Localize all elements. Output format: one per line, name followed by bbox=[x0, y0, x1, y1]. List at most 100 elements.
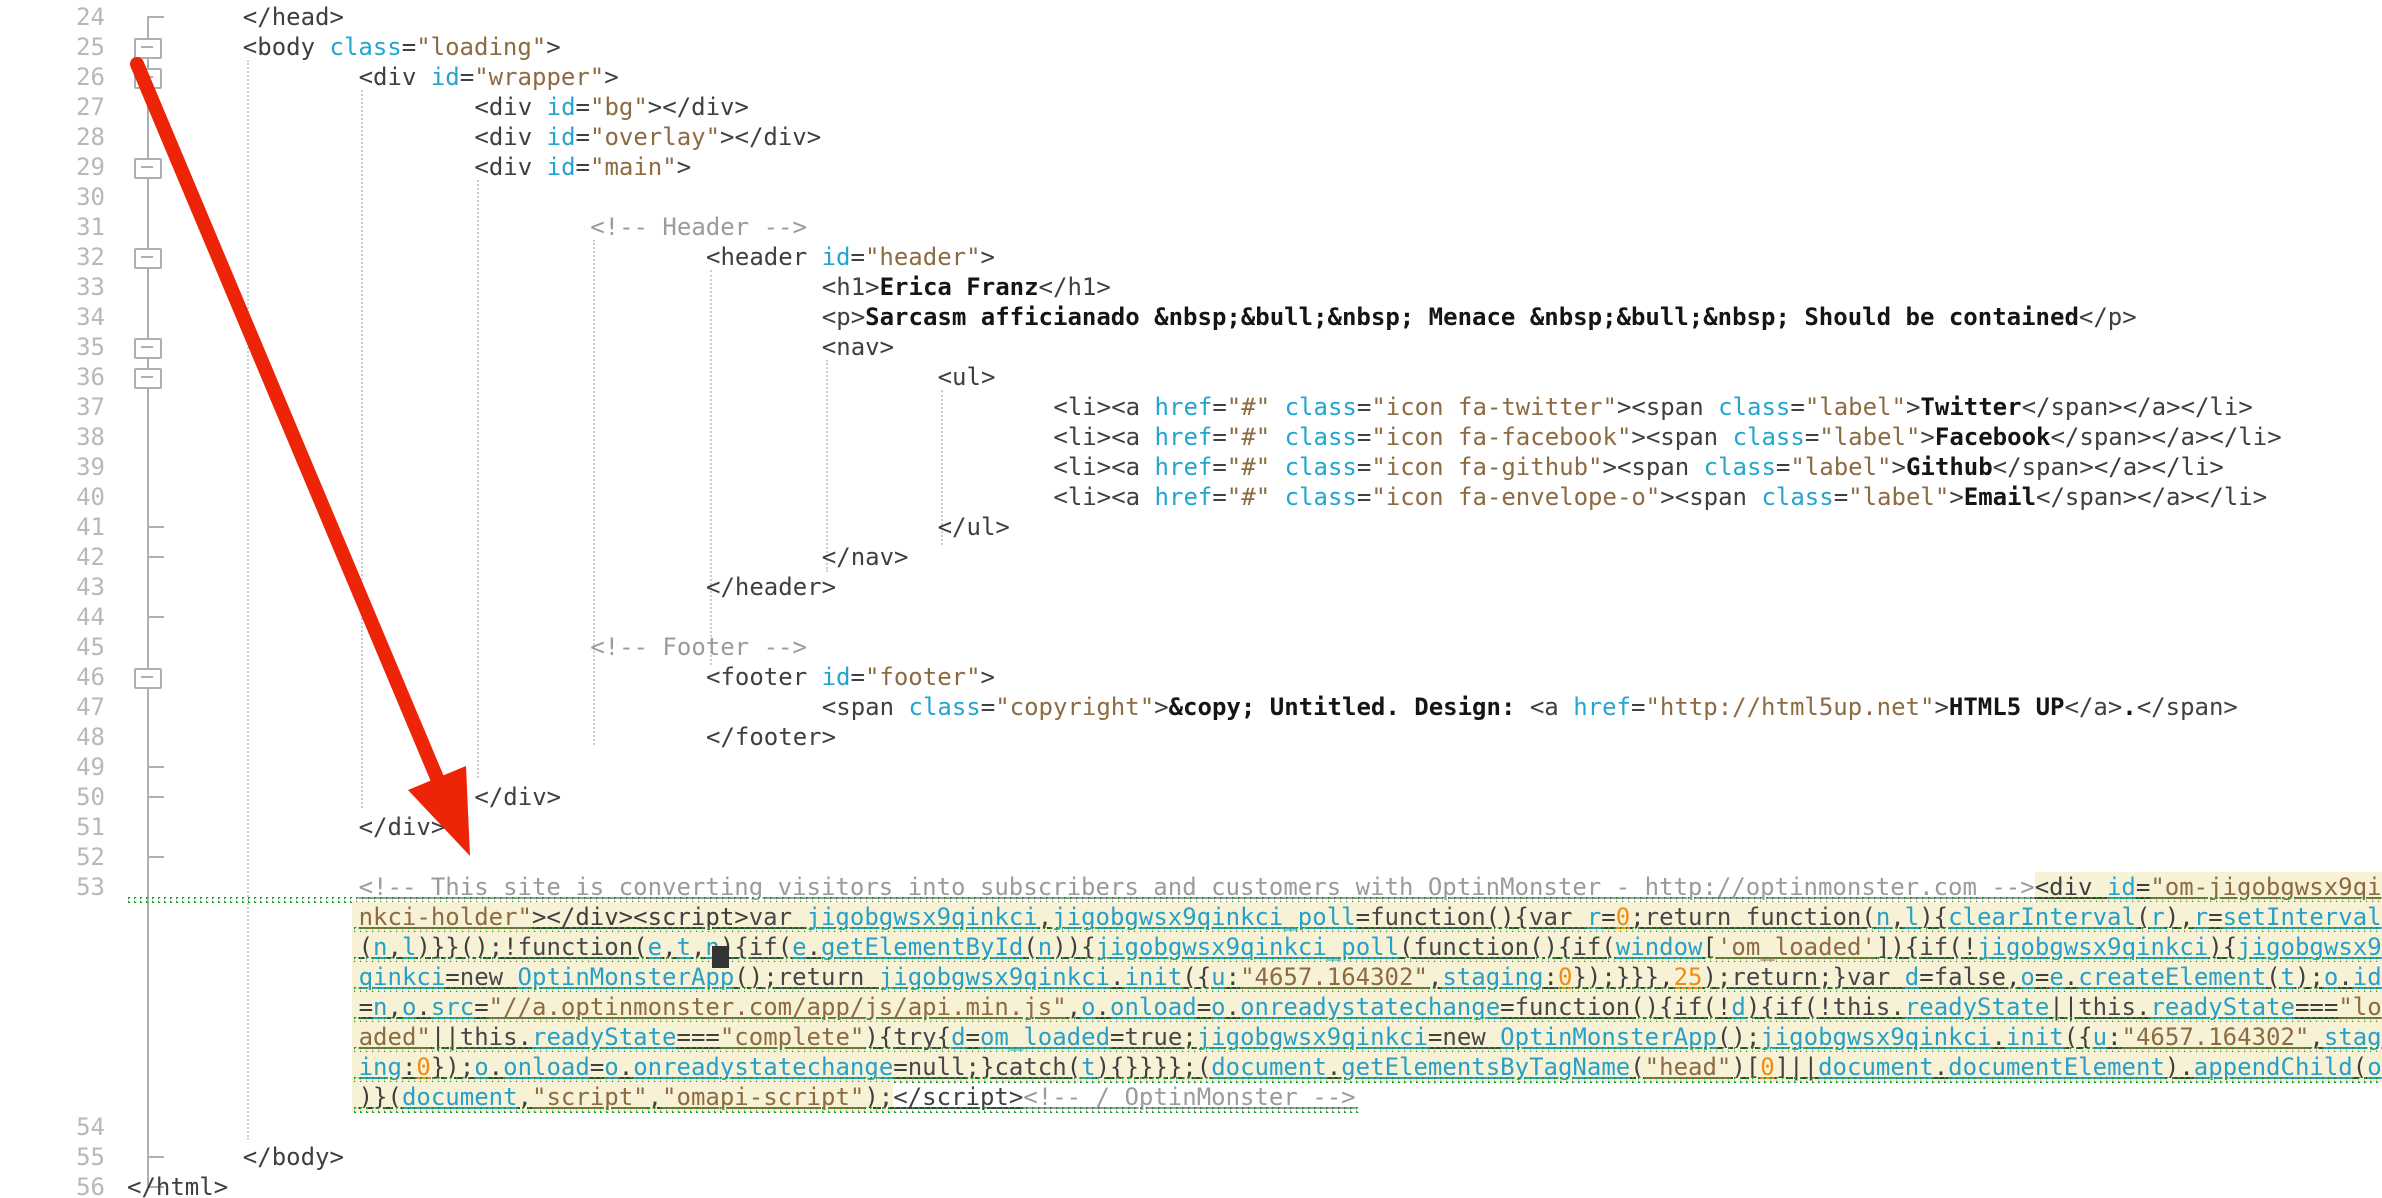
syntax-token: </span></a></li> bbox=[2036, 483, 2268, 511]
syntax-token: ){ bbox=[1745, 993, 1775, 1021]
syntax-token: , bbox=[1427, 963, 1443, 991]
code-line[interactable]: </div> bbox=[359, 812, 446, 842]
spellcheck-squiggle bbox=[350, 1077, 2382, 1083]
syntax-token: id bbox=[2106, 873, 2136, 901]
code-line[interactable]: </body> bbox=[243, 1142, 344, 1172]
syntax-token: (){ bbox=[1529, 933, 1573, 961]
syntax-token: "lo bbox=[2338, 993, 2382, 1021]
syntax-token: e bbox=[792, 933, 807, 961]
fold-toggle[interactable] bbox=[134, 68, 162, 89]
syntax-token: "//a.optinmonster.com/app/js/api.min.js" bbox=[488, 993, 1067, 1021]
syntax-token: = bbox=[1427, 1023, 1443, 1051]
syntax-token: <!-- / OptinMonster --> bbox=[1023, 1083, 1356, 1111]
fold-toggle[interactable] bbox=[134, 248, 162, 269]
code-line[interactable]: <li><a href="#" class="icon fa-github"><… bbox=[1053, 452, 2223, 482]
code-line[interactable]: </head> bbox=[243, 2, 344, 32]
code-line[interactable]: </footer> bbox=[706, 722, 836, 752]
fold-toggle[interactable] bbox=[134, 338, 162, 359]
fold-toggle[interactable] bbox=[134, 38, 162, 59]
syntax-token: (! bbox=[1948, 933, 1978, 961]
syntax-token: : bbox=[2107, 1023, 2122, 1051]
syntax-token: . bbox=[517, 1023, 532, 1051]
code-line[interactable]: <h1>Erica Franz</h1> bbox=[822, 272, 1111, 302]
syntax-token: return bbox=[1644, 903, 1746, 931]
syntax-token: > bbox=[980, 243, 995, 271]
code-line[interactable]: <body class="loading"> bbox=[243, 32, 561, 62]
syntax-token: </body> bbox=[242, 1143, 344, 1171]
code-line[interactable]: <header id="header"> bbox=[706, 242, 995, 272]
syntax-token: = bbox=[850, 243, 865, 271]
syntax-token: this bbox=[1832, 993, 1891, 1021]
code-line[interactable]: </header> bbox=[706, 572, 836, 602]
indent-guide bbox=[710, 270, 712, 665]
syntax-token: "4657.164302" bbox=[2121, 1023, 2310, 1051]
syntax-token: t bbox=[1081, 1053, 1096, 1081]
syntax-token: </span></a></li> bbox=[2021, 393, 2253, 421]
code-line[interactable]: <div id="bg"></div> bbox=[474, 92, 749, 122]
syntax-token: "main" bbox=[590, 153, 677, 181]
syntax-token: new bbox=[1442, 1023, 1501, 1051]
syntax-token: </a> bbox=[2064, 693, 2123, 721]
syntax-token: "icon fa-github" bbox=[1371, 453, 1603, 481]
syntax-token: class bbox=[1718, 393, 1791, 421]
code-line[interactable]: <ul> bbox=[938, 362, 996, 392]
syntax-token: = bbox=[1356, 423, 1372, 451]
code-line[interactable]: <div id="wrapper"> bbox=[359, 62, 619, 92]
syntax-token: if bbox=[1774, 993, 1804, 1021]
code-line[interactable]: <li><a href="#" class="icon fa-envelope-… bbox=[1053, 482, 2267, 512]
code-line[interactable]: </ul> bbox=[938, 512, 1010, 542]
code-line[interactable]: <div id="overlay"></div> bbox=[474, 122, 821, 152]
spellcheck-squiggle bbox=[350, 927, 2382, 933]
code-line[interactable]: </div> bbox=[474, 782, 561, 812]
code-line[interactable]: <div id="main"> bbox=[474, 152, 691, 182]
syntax-token: init bbox=[1124, 963, 1183, 991]
syntax-token: OptinMonsterApp bbox=[517, 963, 735, 991]
code-line[interactable]: </html> bbox=[127, 1172, 228, 1198]
syntax-token: = bbox=[1833, 483, 1849, 511]
code-line[interactable]: <span class="copyright">&copy; Untitled.… bbox=[822, 692, 2238, 722]
code-line[interactable]: <footer id="footer"> bbox=[706, 662, 995, 692]
fold-toggle[interactable] bbox=[134, 368, 162, 389]
syntax-token: t bbox=[676, 933, 691, 961]
syntax-token: id bbox=[546, 153, 576, 181]
syntax-token: setInterval bbox=[2222, 903, 2382, 931]
syntax-token: "label" bbox=[1790, 453, 1892, 481]
syntax-token: ); bbox=[864, 1083, 894, 1111]
syntax-token: </span></a></li> bbox=[2050, 423, 2282, 451]
fold-toggle[interactable] bbox=[134, 158, 162, 179]
syntax-token: . bbox=[2338, 963, 2353, 991]
code-line[interactable]: <nav> bbox=[822, 332, 894, 362]
syntax-token: "#" bbox=[1226, 423, 1271, 451]
line-number: 49 bbox=[76, 753, 105, 781]
line-number: 53 bbox=[76, 873, 105, 901]
syntax-token: <div bbox=[358, 63, 431, 91]
syntax-token: id bbox=[821, 663, 851, 691]
syntax-token: stag bbox=[2323, 1023, 2382, 1051]
code-line[interactable]: <p>Sarcasm afficianado &nbsp;&bull;&nbsp… bbox=[822, 302, 2137, 332]
code-line[interactable]: <!-- Header --> bbox=[590, 212, 807, 242]
syntax-token: Erica Franz bbox=[879, 273, 1039, 301]
line-number: 52 bbox=[76, 843, 105, 871]
syntax-token: class bbox=[1732, 423, 1805, 451]
syntax-token: jigobgwsx9qinkci_poll bbox=[1052, 903, 1356, 931]
line-number: 25 bbox=[76, 33, 105, 61]
code-line[interactable]: <li><a href="#" class="icon fa-twitter">… bbox=[1053, 392, 2252, 422]
syntax-token: <div bbox=[474, 123, 547, 151]
syntax-token: "bg" bbox=[590, 93, 648, 121]
fold-toggle[interactable] bbox=[134, 668, 162, 689]
code-line[interactable]: <!-- This site is converting visitors in… bbox=[359, 872, 2382, 902]
spellcheck-squiggle bbox=[350, 1047, 2382, 1053]
syntax-token: u bbox=[2092, 1023, 2108, 1051]
syntax-token: . bbox=[1095, 993, 1110, 1021]
syntax-token: . bbox=[416, 993, 431, 1021]
syntax-token: > bbox=[1154, 693, 1169, 721]
syntax-token: id bbox=[2352, 963, 2382, 991]
code-line[interactable]: <li><a href="#" class="icon fa-facebook"… bbox=[1053, 422, 2281, 452]
minus-icon bbox=[141, 46, 153, 48]
syntax-token: "#" bbox=[1226, 393, 1271, 421]
code-line[interactable]: </nav> bbox=[822, 542, 909, 572]
syntax-token: : bbox=[1225, 963, 1241, 991]
syntax-token: function bbox=[1745, 903, 1862, 931]
code-line[interactable]: <!-- Footer --> bbox=[590, 632, 807, 662]
